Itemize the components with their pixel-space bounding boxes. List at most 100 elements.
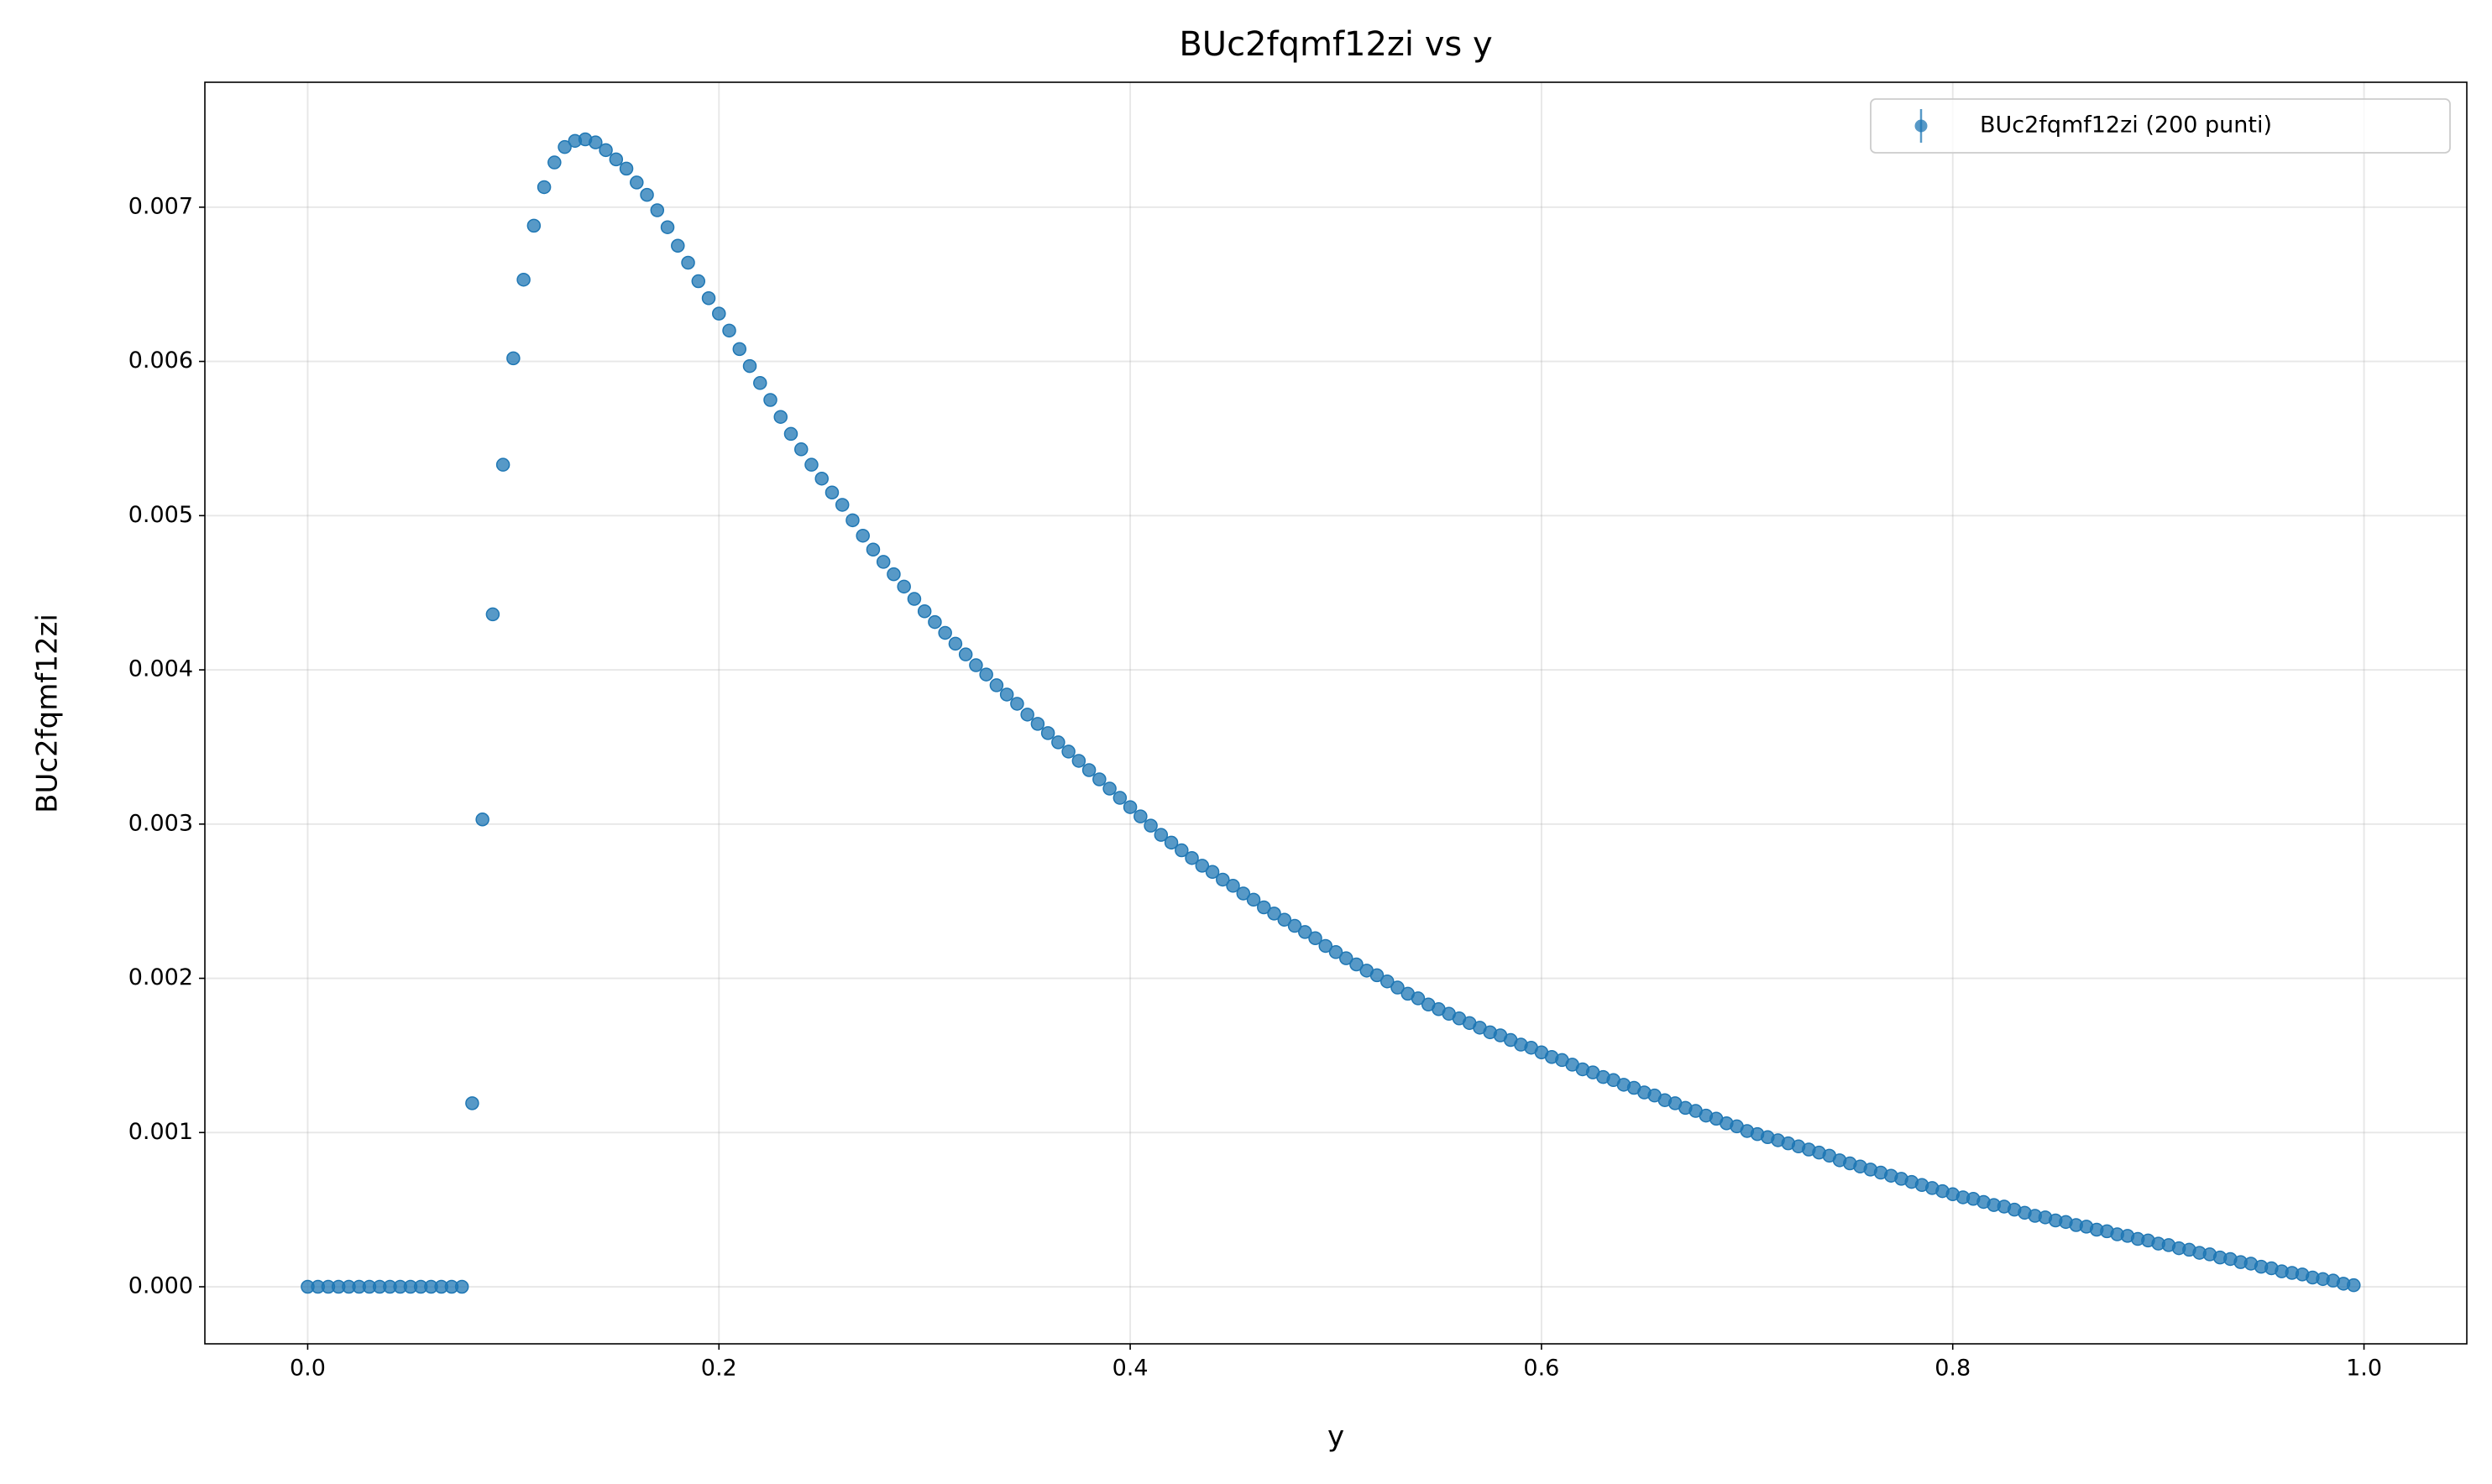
data-point xyxy=(1081,763,1097,777)
data-point xyxy=(928,614,942,630)
data-point xyxy=(1133,809,1148,823)
data-point xyxy=(763,393,777,407)
data-point xyxy=(589,135,603,149)
data-point xyxy=(465,1096,479,1110)
data-point xyxy=(1226,879,1240,893)
data-point xyxy=(681,255,695,270)
legend-marker xyxy=(1914,119,1928,133)
y-tick-label: 0.006 xyxy=(128,347,193,374)
data-point xyxy=(825,485,840,500)
data-point xyxy=(475,813,490,827)
data-point xyxy=(495,457,510,472)
data-point xyxy=(742,358,757,374)
data-point xyxy=(558,139,572,154)
data-point xyxy=(1164,835,1179,850)
data-point xyxy=(1061,745,1076,759)
y-tick-label: 0.005 xyxy=(128,502,193,528)
data-point xyxy=(640,187,654,202)
data-point xyxy=(876,555,891,569)
y-tick-label: 0.000 xyxy=(128,1273,193,1299)
x-tick-label: 1.0 xyxy=(2346,1356,2382,1382)
data-point xyxy=(887,567,901,582)
x-tick-label: 0.6 xyxy=(1523,1356,1559,1382)
data-point xyxy=(948,636,963,651)
x-tick-label: 0.0 xyxy=(290,1356,326,1382)
data-point xyxy=(783,426,798,442)
data-point xyxy=(1010,697,1024,711)
data-point xyxy=(1338,951,1353,965)
data-point xyxy=(814,471,829,486)
data-point xyxy=(917,604,932,619)
y-tick-label: 0.004 xyxy=(128,656,193,682)
data-point xyxy=(722,323,736,338)
legend-box xyxy=(1870,98,2451,154)
data-point xyxy=(1411,991,1426,1006)
data-point xyxy=(1298,925,1312,939)
data-point xyxy=(1257,900,1271,915)
data-point xyxy=(969,658,983,672)
data-point xyxy=(979,667,993,682)
data-point xyxy=(712,306,726,321)
data-point xyxy=(753,376,767,390)
data-point xyxy=(989,678,1004,692)
data-point xyxy=(599,143,613,158)
x-tick-label: 0.2 xyxy=(701,1356,737,1382)
data-point xyxy=(1030,717,1045,731)
data-point xyxy=(1318,938,1333,954)
data-point xyxy=(804,457,819,472)
y-tick-label: 0.003 xyxy=(128,810,193,836)
data-point xyxy=(1144,818,1158,833)
data-point xyxy=(485,607,500,622)
x-axis-label: y xyxy=(1327,1420,1344,1454)
data-point xyxy=(1328,945,1343,959)
data-point xyxy=(1040,726,1055,740)
data-point xyxy=(1020,708,1034,722)
data-point xyxy=(958,647,973,661)
data-point xyxy=(1380,974,1395,989)
data-point xyxy=(1112,791,1128,805)
x-tick-label: 0.4 xyxy=(1112,1356,1149,1382)
data-point xyxy=(1195,859,1210,873)
data-point xyxy=(1205,865,1220,880)
series xyxy=(301,132,2361,1294)
data-point xyxy=(866,542,881,556)
data-point xyxy=(516,272,531,287)
data-point xyxy=(1216,872,1230,887)
data-point xyxy=(907,592,922,606)
chart-title: BUc2fqmf12zi vs y xyxy=(1179,25,1492,64)
data-point xyxy=(1369,968,1385,983)
data-point xyxy=(660,220,675,234)
data-point xyxy=(1154,828,1169,842)
data-point xyxy=(856,528,870,543)
data-point xyxy=(1051,735,1065,750)
data-point xyxy=(1349,957,1364,972)
data-point xyxy=(897,579,911,594)
data-point xyxy=(732,342,747,357)
data-point xyxy=(999,687,1014,702)
data-point xyxy=(547,155,562,170)
data-point xyxy=(846,513,860,528)
data-point xyxy=(1071,754,1086,768)
plot-frame xyxy=(204,81,2468,1345)
y-tick-label: 0.001 xyxy=(128,1119,193,1145)
data-point xyxy=(691,274,706,289)
data-point xyxy=(671,238,685,253)
data-point xyxy=(537,180,552,195)
y-tick-label: 0.007 xyxy=(128,193,193,219)
data-point xyxy=(1287,918,1302,933)
data-point xyxy=(1246,892,1261,907)
data-point xyxy=(701,290,716,306)
data-point xyxy=(454,1279,469,1294)
data-point xyxy=(619,161,634,176)
data-point xyxy=(773,410,788,424)
y-tick-label: 0.002 xyxy=(128,964,193,990)
data-point xyxy=(526,218,542,233)
data-point xyxy=(1390,980,1405,995)
data-point xyxy=(1236,886,1251,901)
data-point xyxy=(609,152,624,167)
data-point xyxy=(1175,843,1189,858)
data-point xyxy=(938,625,952,640)
data-point xyxy=(1123,800,1138,814)
